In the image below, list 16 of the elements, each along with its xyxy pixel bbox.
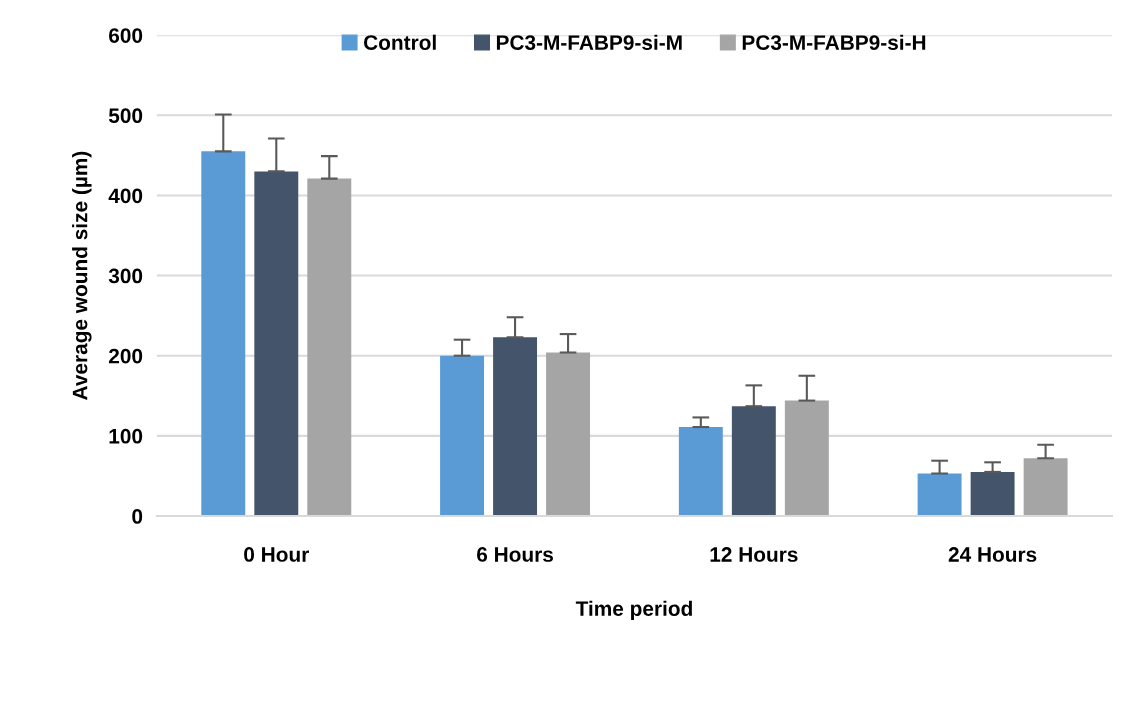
- legend-label: Control: [364, 34, 436, 50]
- x-tick-label: 12 Hours: [710, 547, 798, 562]
- y-axis-title: Average wound size (µm): [72, 151, 92, 400]
- y-tick-label: 400: [108, 188, 143, 204]
- legend-label: PC3-M-FABP9-si-M: [496, 34, 682, 50]
- y-tick-label: 600: [109, 28, 143, 43]
- y-tick-label: 300: [108, 268, 143, 284]
- legend-label: PC3-M-FABP9-si-H: [742, 34, 926, 50]
- y-tick-label: 0: [132, 509, 143, 524]
- y-tick-label: 100: [109, 428, 143, 444]
- x-tick-label: 6 Hours: [477, 547, 553, 562]
- x-tick-label: 24 Hours: [948, 547, 1037, 562]
- y-tick-label: 200: [108, 348, 143, 364]
- y-tick-label: 500: [108, 108, 143, 124]
- x-tick-label: 0 Hour: [244, 547, 309, 562]
- x-axis-title: Time period: [575, 600, 692, 621]
